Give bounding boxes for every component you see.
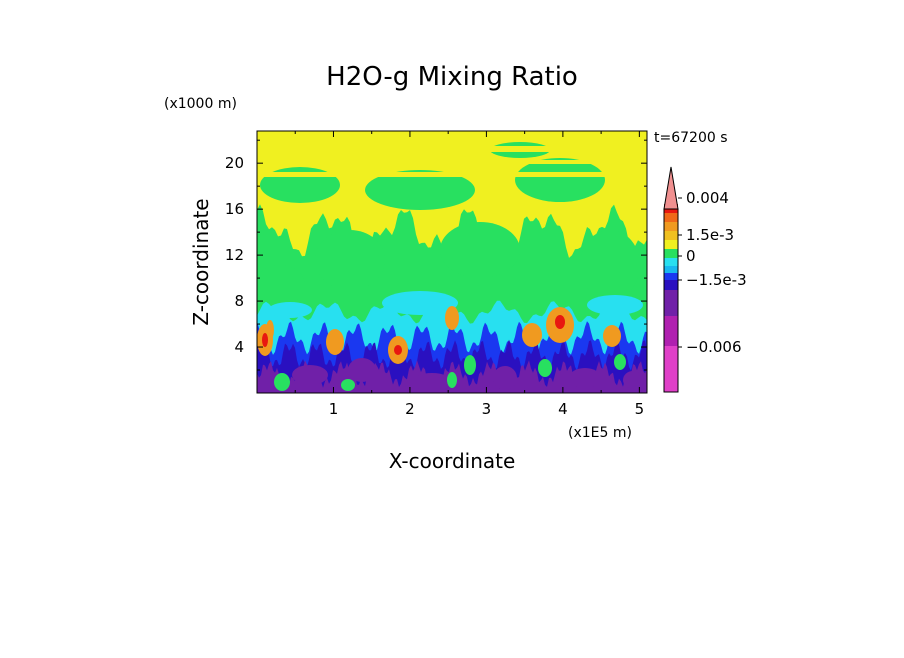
colorbar-swatch [664,222,678,231]
x-tick-label: 1 [329,400,339,418]
y-tick-label: 8 [234,292,244,310]
contour-blob-green-low [538,359,552,377]
colorbar-label: 1.5e-3 [686,226,734,244]
colorbar-label: −1.5e-3 [686,271,747,289]
contour-blob-green [365,170,475,210]
contour-blob-green [440,222,520,278]
x-axis-label: X-coordinate [389,449,516,473]
contour-strip-yellow [257,160,647,164]
contour-blob-red [555,315,565,329]
colorbar-swatch [664,316,678,346]
contour-blob-orange [266,320,274,340]
colorbar-swatch [664,273,678,280]
x-tick-label: 3 [482,400,492,418]
contour-blob-green-low [341,379,355,391]
colorbar-swatch [664,346,678,392]
x-axis: 1 2 3 4 5 [294,131,645,418]
contour-blob-red [262,333,268,347]
colorbar-label: 0.004 [686,189,729,207]
y-tick-label: 12 [225,246,244,264]
contour-blob-green [580,230,640,300]
colorbar-swatch [664,266,678,273]
colorbar: 0.004 1.5e-3 0 −1.5e-3 −0.006 [663,166,747,393]
colorbar-extend-arrow [663,166,679,210]
contour-blob-cyan [587,295,643,315]
contour-blob-purple [412,373,452,391]
x-tick-label: 4 [558,400,568,418]
contour-blob-orange [445,306,459,330]
colorbar-label: −0.006 [686,338,742,356]
contour-blob-green-low [447,372,457,388]
x-tick-label: 2 [405,400,415,418]
contour-blob-orange [522,323,542,347]
contour-blob-red [394,345,402,355]
contour-blob-purple [292,365,328,385]
contour-blob-green-low [274,373,290,391]
contour-blob-green [515,158,605,202]
colorbar-swatch [664,231,678,240]
y-unit-label: (x1000 m) [164,96,237,112]
colorbar-swatch [664,213,678,222]
contour-blob-green-low [614,354,626,370]
contour-blob-green-low [464,355,476,375]
contour-blob-purple [623,371,643,389]
y-axis-label: Z-coordinate [189,198,213,325]
time-label: t=67200 s [654,130,728,146]
contour-blob-cyan [382,291,458,315]
contour-strip-yellow [257,172,647,177]
colorbar-swatch [664,280,678,290]
colorbar-swatch [664,290,678,316]
colorbar-swatch [664,240,678,249]
colorbar-swatch [664,249,678,258]
y-tick-label: 4 [234,338,244,356]
contour-blob-green [257,265,305,305]
y-tick-label: 20 [225,154,244,172]
contour-blob-purple [348,358,376,382]
contour-strip-yellow [257,146,647,152]
contour-blob-purple [493,366,517,390]
contour-blob-green [315,230,385,290]
contour-blob-purple [569,368,601,388]
colorbar-swatch [664,258,678,266]
x-unit-label: (x1E5 m) [568,425,632,441]
y-axis: 4 8 12 16 20 [225,139,647,371]
contour-field [257,131,647,393]
contour-blob-orange [603,325,621,347]
plot-area [257,131,647,393]
y-tick-label: 16 [225,200,244,218]
contour-blob-cyan [268,302,312,318]
colorbar-label: 0 [686,247,696,265]
plot-frame [256,130,648,394]
x-tick-label: 5 [635,400,645,418]
contour-blob-orange [326,329,344,355]
colorbar-frame [663,208,679,393]
chart-title: H2O-g Mixing Ratio [326,62,578,92]
